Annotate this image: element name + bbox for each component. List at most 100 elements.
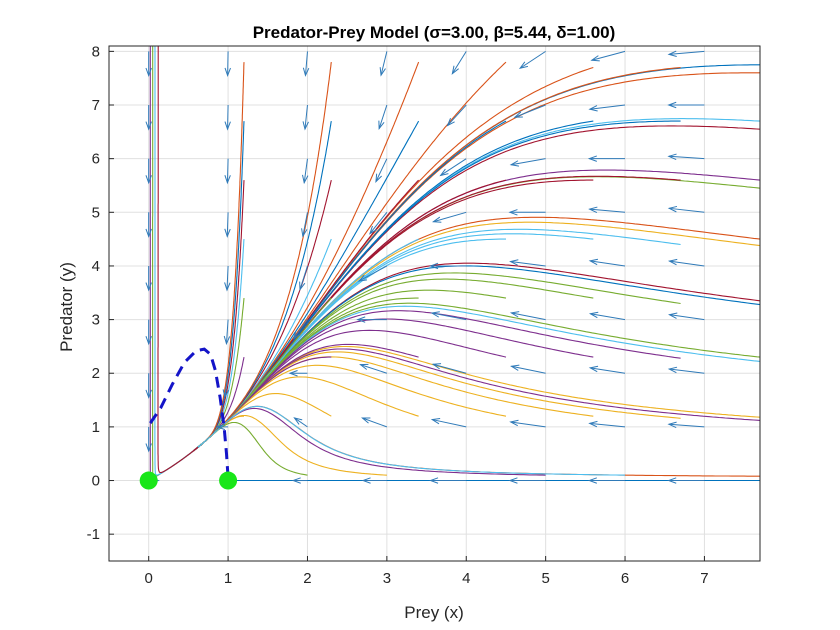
trajectory-line bbox=[197, 176, 761, 448]
trajectory-line bbox=[197, 61, 507, 448]
quiver-arrow-head bbox=[430, 311, 440, 318]
quiver-arrow bbox=[511, 312, 546, 321]
equilibrium-layer bbox=[139, 471, 238, 490]
quiver-arrow bbox=[433, 211, 467, 223]
trajectory-line bbox=[197, 407, 546, 476]
quiver-arrow-head bbox=[587, 155, 597, 162]
quiver-arrow-head bbox=[302, 67, 310, 77]
quiver-arrow bbox=[227, 104, 229, 130]
quiver-arrow bbox=[226, 212, 229, 237]
quiver-arrow-head bbox=[509, 419, 519, 427]
quiver-arrow bbox=[226, 265, 229, 291]
quiver-arrow-head bbox=[224, 175, 231, 185]
quiver-arrow-head bbox=[379, 67, 386, 77]
quiver-arrow bbox=[590, 313, 626, 321]
quiver-arrow-head bbox=[668, 312, 678, 319]
quiver-arrow-head bbox=[302, 174, 309, 185]
y-tick-label: 3 bbox=[92, 312, 100, 329]
quiver-arrow bbox=[447, 104, 467, 126]
quiver-arrow-head bbox=[224, 228, 231, 238]
tick-label-layer: 0 1 2 3 4 5 6 7 -1 0 1 2 3 4 5 6 7 8 bbox=[87, 43, 709, 587]
quiver-arrow bbox=[669, 314, 705, 321]
trajectory-line bbox=[197, 118, 761, 448]
trajectory-line bbox=[197, 120, 420, 448]
quiver-arrow bbox=[589, 104, 626, 110]
quiver-arrow bbox=[668, 50, 705, 55]
quiver-arrow bbox=[432, 363, 467, 374]
quiver-arrow bbox=[669, 260, 705, 267]
quiver-arrow bbox=[304, 51, 308, 76]
quiver-arrow bbox=[510, 261, 546, 267]
quiver-arrow-head bbox=[145, 175, 152, 185]
quiver-arrow bbox=[375, 158, 388, 182]
quiver-arrow bbox=[224, 373, 229, 398]
quiver-arrow-head bbox=[378, 120, 385, 130]
quiver-arrow-head bbox=[508, 209, 518, 216]
quiver-arrow-head bbox=[446, 117, 455, 127]
quiver-arrow bbox=[510, 421, 546, 428]
quiver-arrow bbox=[590, 367, 626, 374]
equilibrium-point bbox=[219, 471, 238, 490]
quiver-arrow bbox=[440, 158, 467, 176]
separatrix-layer bbox=[149, 347, 230, 478]
quiver-arrow bbox=[590, 260, 626, 267]
quiver-arrow-head bbox=[588, 420, 598, 428]
quiver-arrow-head bbox=[299, 281, 306, 291]
quiver-arrow-head bbox=[145, 336, 152, 346]
quiver-arrow bbox=[360, 364, 388, 374]
quiver-arrow bbox=[514, 104, 546, 118]
quiver-arrow-head bbox=[224, 121, 231, 131]
quiver-arrow-head bbox=[224, 282, 231, 292]
quiver-arrow-head bbox=[430, 417, 441, 425]
grid-layer bbox=[109, 46, 760, 561]
quiver-arrow bbox=[303, 158, 308, 183]
quiver-arrow bbox=[362, 417, 388, 428]
y-tick-label: 8 bbox=[92, 43, 100, 60]
trajectory-line bbox=[197, 405, 626, 476]
quiver-arrow-head bbox=[588, 206, 598, 213]
quiver-layer bbox=[145, 50, 705, 484]
quiver-arrow-head bbox=[439, 168, 449, 177]
quiver-arrow-head bbox=[667, 205, 678, 213]
quiver-arrow-head bbox=[429, 477, 439, 484]
trajectory-line bbox=[197, 238, 332, 448]
quiver-arrow bbox=[591, 50, 626, 61]
trajectory-line bbox=[197, 125, 761, 448]
quiver-arrow-head bbox=[291, 477, 301, 484]
quiver-arrow bbox=[510, 158, 546, 166]
quiver-arrow bbox=[380, 51, 388, 76]
quiver-arrow-head bbox=[224, 67, 231, 77]
x-tick-label: 0 bbox=[145, 570, 153, 587]
trajectory-line bbox=[197, 356, 332, 448]
quiver-arrow bbox=[511, 365, 546, 374]
quiver-arrow-head bbox=[667, 421, 677, 429]
quiver-arrow-head bbox=[667, 50, 677, 57]
axes-box bbox=[108, 45, 761, 562]
quiver-arrow-head bbox=[509, 259, 519, 266]
quiver-arrow-head bbox=[667, 477, 677, 484]
quiver-arrow-head bbox=[222, 389, 230, 399]
quiver-arrow-head bbox=[293, 417, 303, 425]
trajectory-line bbox=[197, 228, 681, 448]
quiver-arrow-head bbox=[590, 55, 600, 62]
x-tick-label: 2 bbox=[303, 570, 311, 587]
x-tick-label: 5 bbox=[541, 570, 549, 587]
trajectory-line bbox=[197, 179, 419, 448]
quiver-arrow bbox=[299, 265, 308, 290]
quiver-arrow-head bbox=[145, 228, 152, 238]
quiver-arrow-head bbox=[513, 111, 523, 118]
quiver-arrow-head bbox=[302, 121, 309, 131]
chart-title: Predator-Prey Model (σ=3.00, β=5.44, δ=1… bbox=[253, 23, 616, 42]
quiver-arrow bbox=[378, 104, 388, 129]
quiver-arrow bbox=[519, 50, 546, 69]
x-axis-label: Prey (x) bbox=[404, 603, 464, 622]
quiver-arrow-head bbox=[667, 101, 677, 109]
trajectory-line bbox=[197, 329, 507, 448]
quiver-arrow bbox=[668, 423, 705, 428]
quiver-arrow-head bbox=[356, 316, 366, 323]
quiver-arrow-head bbox=[359, 363, 369, 370]
trajectory-line bbox=[197, 376, 419, 448]
trajectory-line bbox=[197, 238, 506, 448]
trajectory-layer bbox=[149, 46, 761, 482]
